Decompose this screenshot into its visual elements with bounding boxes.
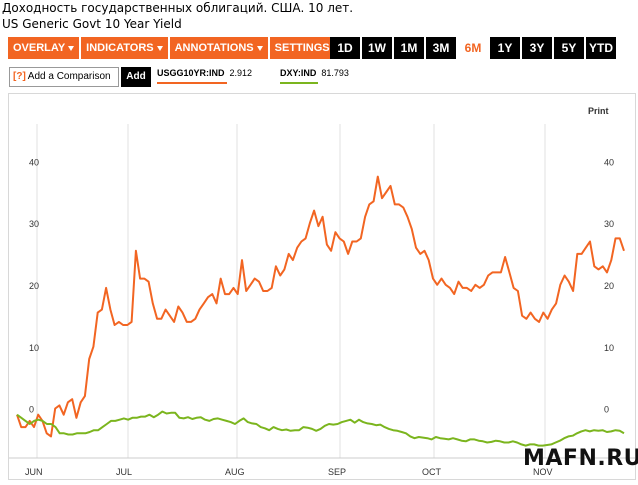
y-tick-label-right: 20	[604, 281, 614, 291]
annotations-label: ANNOTATIONS	[174, 42, 254, 54]
y-tick-label-left: 20	[29, 281, 39, 291]
page-title-en: US Generic Govt 10 Year Yield	[2, 17, 182, 31]
x-tick-label: NOV	[533, 467, 553, 477]
range-1w-button[interactable]: 1W	[362, 37, 392, 59]
settings-menu-button[interactable]: SETTINGS	[269, 37, 344, 59]
indicators-menu-button[interactable]: INDICATORS	[81, 37, 168, 59]
legend-item-dxy[interactable]: DXY:IND 81.793	[280, 68, 349, 84]
x-tick-label: SEP	[328, 467, 346, 477]
legend-swatch	[157, 82, 227, 84]
caret-down-icon	[156, 45, 163, 51]
caret-down-icon	[68, 45, 75, 51]
series-line-usgg10yr	[16, 175, 625, 438]
add-comparison-button[interactable]: Add	[121, 67, 151, 87]
print-link[interactable]: Print	[588, 106, 609, 116]
y-tick-label-right: 40	[604, 157, 614, 167]
x-tick-label: AUG	[225, 467, 245, 477]
range-3y-button[interactable]: 3Y	[522, 37, 552, 59]
legend-swatch	[280, 82, 318, 84]
legend-value: 81.793	[321, 68, 349, 78]
legend-symbol: USGG10YR:IND	[157, 68, 225, 78]
legend-value: 2.912	[229, 68, 253, 78]
x-tick-label: OCT	[422, 467, 442, 477]
y-tick-label-right: 10	[604, 343, 614, 353]
range-1y-button[interactable]: 1Y	[490, 37, 520, 59]
y-tick-label-left: 30	[29, 219, 39, 229]
x-tick-label: JUN	[25, 467, 43, 477]
x-tick-label: JUL	[116, 467, 132, 477]
yield-chart: 0 0 10 10 20 20 30 30 40 40 JUN JUL AUG SEP OCT NOV Prin…	[9, 106, 635, 477]
overlay-label: OVERLAY	[13, 42, 66, 54]
page-title-ru: Доходность государственных облигаций. СШ…	[2, 1, 354, 15]
range-6m-button[interactable]: 6M	[458, 37, 488, 59]
range-ytd-button[interactable]: YTD	[586, 37, 616, 59]
annotations-menu-button[interactable]: ANNOTATIONS	[169, 37, 268, 59]
indicators-label: INDICATORS	[86, 42, 154, 54]
chart-toolbar: OVERLAY INDICATORS ANNOTATIONS SETTINGS	[8, 37, 344, 59]
chart-area: 0 0 10 10 20 20 30 30 40 40 JUN JUL AUG SEP OCT NOV Prin…	[8, 93, 636, 480]
y-tick-label-right: 30	[604, 219, 614, 229]
y-tick-label-left: 10	[29, 343, 39, 353]
legend-item-usgg10yr[interactable]: USGG10YR:IND 2.912	[157, 68, 253, 84]
add-comparison-label: Add a Comparison	[27, 71, 111, 82]
caret-down-icon	[256, 45, 263, 51]
y-tick-label-right: 0	[604, 405, 609, 415]
range-1d-button[interactable]: 1D	[330, 37, 360, 59]
range-5y-button[interactable]: 5Y	[554, 37, 584, 59]
y-tick-label-left: 0	[29, 405, 34, 415]
legend-symbol: DXY:IND	[280, 68, 317, 78]
y-tick-label-left: 40	[29, 157, 39, 167]
range-1m-button[interactable]: 1M	[394, 37, 424, 59]
series-line-dxy	[16, 410, 625, 447]
overlay-menu-button[interactable]: OVERLAY	[8, 37, 80, 59]
settings-label: SETTINGS	[274, 42, 330, 54]
watermark-text: MAFN.RU	[523, 446, 638, 471]
add-comparison-input[interactable]: [?] Add a Comparison	[9, 67, 119, 87]
range-3m-button[interactable]: 3M	[426, 37, 456, 59]
time-range-selector: 1D 1W 1M 3M 6M 1Y 3Y 5Y YTD	[330, 37, 616, 59]
help-icon[interactable]: [?]	[13, 71, 26, 82]
